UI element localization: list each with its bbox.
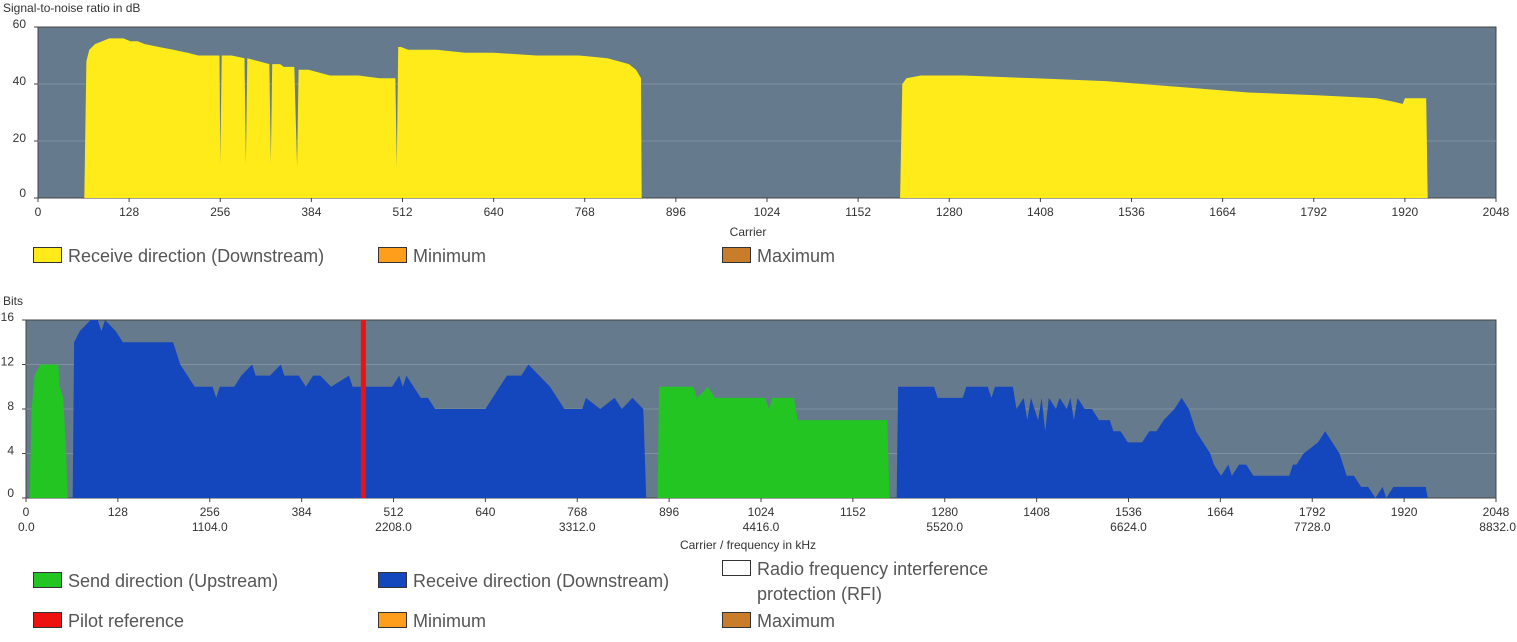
y-tick-label: 0 [7, 486, 14, 500]
y-tick-label: 12 [1, 355, 15, 369]
legend-label: Maximum [757, 611, 836, 631]
x-tick-label: 2048 [1483, 505, 1510, 519]
x-tick-label: 512 [383, 505, 403, 519]
frequency-tick-label: 2208.0 [375, 520, 412, 534]
legend-swatch-maximum [722, 247, 751, 263]
x-tick-label: 1792 [1300, 205, 1327, 219]
legend-snr-minimum[interactable]: Minimum [378, 244, 486, 269]
x-tick-label: 256 [200, 505, 220, 519]
frequency-tick-label: 4416.0 [743, 520, 780, 534]
x-tick-label: 1280 [931, 505, 958, 519]
bits-y-ticks: 0 4 8 12 16 [1, 310, 26, 500]
x-tick-label: 1152 [840, 505, 866, 519]
y-tick-label: 8 [7, 399, 14, 413]
x-tick-label: 896 [666, 205, 686, 219]
legend-swatch-rfi [722, 560, 751, 576]
legend-label: Send direction (Upstream) [68, 571, 279, 591]
legend-swatch-downstream [378, 572, 407, 588]
frequency-tick-label: 6624.0 [1110, 520, 1147, 534]
legend-label: Pilot reference [68, 611, 185, 631]
frequency-tick-label: 0.0 [18, 520, 35, 534]
legend-bits-maximum[interactable]: Maximum [722, 609, 835, 634]
snr-x-axis-title: Carrier [730, 225, 767, 239]
legend-swatch-upstream [33, 572, 62, 588]
legend-label: Receive direction (Downstream) [68, 246, 325, 266]
x-tick-label: 768 [575, 205, 595, 219]
y-tick-label: 0 [19, 186, 26, 200]
bits-x-axis-title: Carrier / frequency in kHz [680, 538, 816, 552]
x-tick-label: 1280 [936, 205, 963, 219]
legend-swatch-pilot [33, 612, 62, 628]
legend-label: Receive direction (Downstream) [413, 571, 670, 591]
bits-y-axis-title: Bits [3, 294, 23, 308]
x-tick-label: 1536 [1118, 205, 1145, 219]
x-tick-label: 1536 [1115, 505, 1142, 519]
y-tick-label: 20 [13, 131, 27, 145]
x-tick-label: 0 [35, 205, 42, 219]
snr-x-ticks: 0 128 256 384 512 640 768 896 1024 1152 1280 1408 15… [35, 198, 1510, 219]
x-tick-label: 1024 [754, 205, 781, 219]
x-tick-label: 384 [301, 205, 321, 219]
legend-label: Minimum [413, 246, 487, 266]
x-tick-label: 896 [659, 505, 679, 519]
x-tick-label: 1920 [1391, 505, 1418, 519]
legend-label: Maximum [757, 246, 836, 266]
legend-bits-pilot[interactable]: Pilot reference [33, 609, 184, 634]
x-tick-label: 640 [475, 505, 495, 519]
frequency-tick-label: 3312.0 [559, 520, 596, 534]
x-tick-label: 128 [108, 505, 128, 519]
y-tick-label: 60 [13, 17, 27, 31]
legend-snr-downstream[interactable]: Receive direction (Downstream) [33, 244, 324, 269]
x-tick-label: 1408 [1027, 205, 1054, 219]
bits-chart: Bits 0 128 256 384 512 640 768 896 1024 1152 1280 1… [1, 294, 1517, 552]
series-area-receive-direction-downstream- [84, 38, 1428, 199]
frequency-tick-label: 5520.0 [926, 520, 963, 534]
x-tick-label: 768 [567, 505, 587, 519]
x-tick-label: 128 [119, 205, 139, 219]
legend-swatch-minimum [378, 247, 407, 263]
snr-y-ticks: 0 20 40 60 [13, 17, 38, 200]
x-tick-label: 1792 [1299, 505, 1326, 519]
legend-snr-maximum[interactable]: Maximum [722, 244, 835, 269]
x-tick-label: 1152 [845, 205, 871, 219]
legend-swatch-minimum [378, 612, 407, 628]
y-tick-label: 4 [7, 444, 14, 458]
x-tick-label: 2048 [1483, 205, 1510, 219]
series-area-send-direction-upstream- [657, 386, 890, 498]
series-area-receive-direction-downstream- [72, 320, 647, 498]
x-tick-label: 512 [392, 205, 412, 219]
frequency-tick-label: 7728.0 [1294, 520, 1331, 534]
legend-bits-upstream[interactable]: Send direction (Upstream) [33, 569, 278, 594]
snr-chart: Signal-to-noise ratio in dB 0 128 256 384 51… [3, 1, 1510, 239]
legend-swatch-downstream [33, 247, 62, 263]
x-tick-label: 1664 [1209, 205, 1236, 219]
x-tick-label: 0 [23, 505, 30, 519]
x-tick-label: 256 [210, 205, 230, 219]
snr-y-axis-title: Signal-to-noise ratio in dB [3, 1, 140, 15]
legend-swatch-maximum [722, 612, 751, 628]
bits-x-ticks: 0 128 256 384 512 640 768 896 1024 1152 1280 1408 15… [23, 498, 1510, 519]
frequency-tick-label: 8832.0 [1479, 520, 1516, 534]
legend-label: Radio frequency interference protection … [757, 559, 989, 604]
x-tick-label: 1024 [748, 505, 775, 519]
frequency-tick-label: 1104.0 [192, 520, 228, 534]
legend-label: Minimum [413, 611, 487, 631]
y-tick-label: 40 [13, 74, 27, 88]
x-tick-label: 1920 [1392, 205, 1419, 219]
x-tick-label: 640 [484, 205, 504, 219]
legend-bits-minimum[interactable]: Minimum [378, 609, 486, 634]
x-tick-label: 1664 [1207, 505, 1234, 519]
snr-series-group [84, 38, 1428, 199]
y-tick-label: 16 [1, 310, 15, 324]
x-tick-label: 384 [292, 505, 312, 519]
legend-bits-downstream[interactable]: Receive direction (Downstream) [378, 569, 669, 594]
bits-series-group [29, 320, 1428, 498]
series-area-send-direction-upstream- [29, 364, 68, 498]
x-tick-label: 1408 [1023, 505, 1050, 519]
bits-frequency-ticks: 0.0 1104.0 2208.0 3312.0 4416.0 5520.0 6624.0 7… [18, 520, 1516, 534]
series-area-receive-direction-downstream- [896, 386, 1428, 498]
legend-bits-rfi[interactable]: Radio frequency interference protection … [722, 557, 1042, 607]
